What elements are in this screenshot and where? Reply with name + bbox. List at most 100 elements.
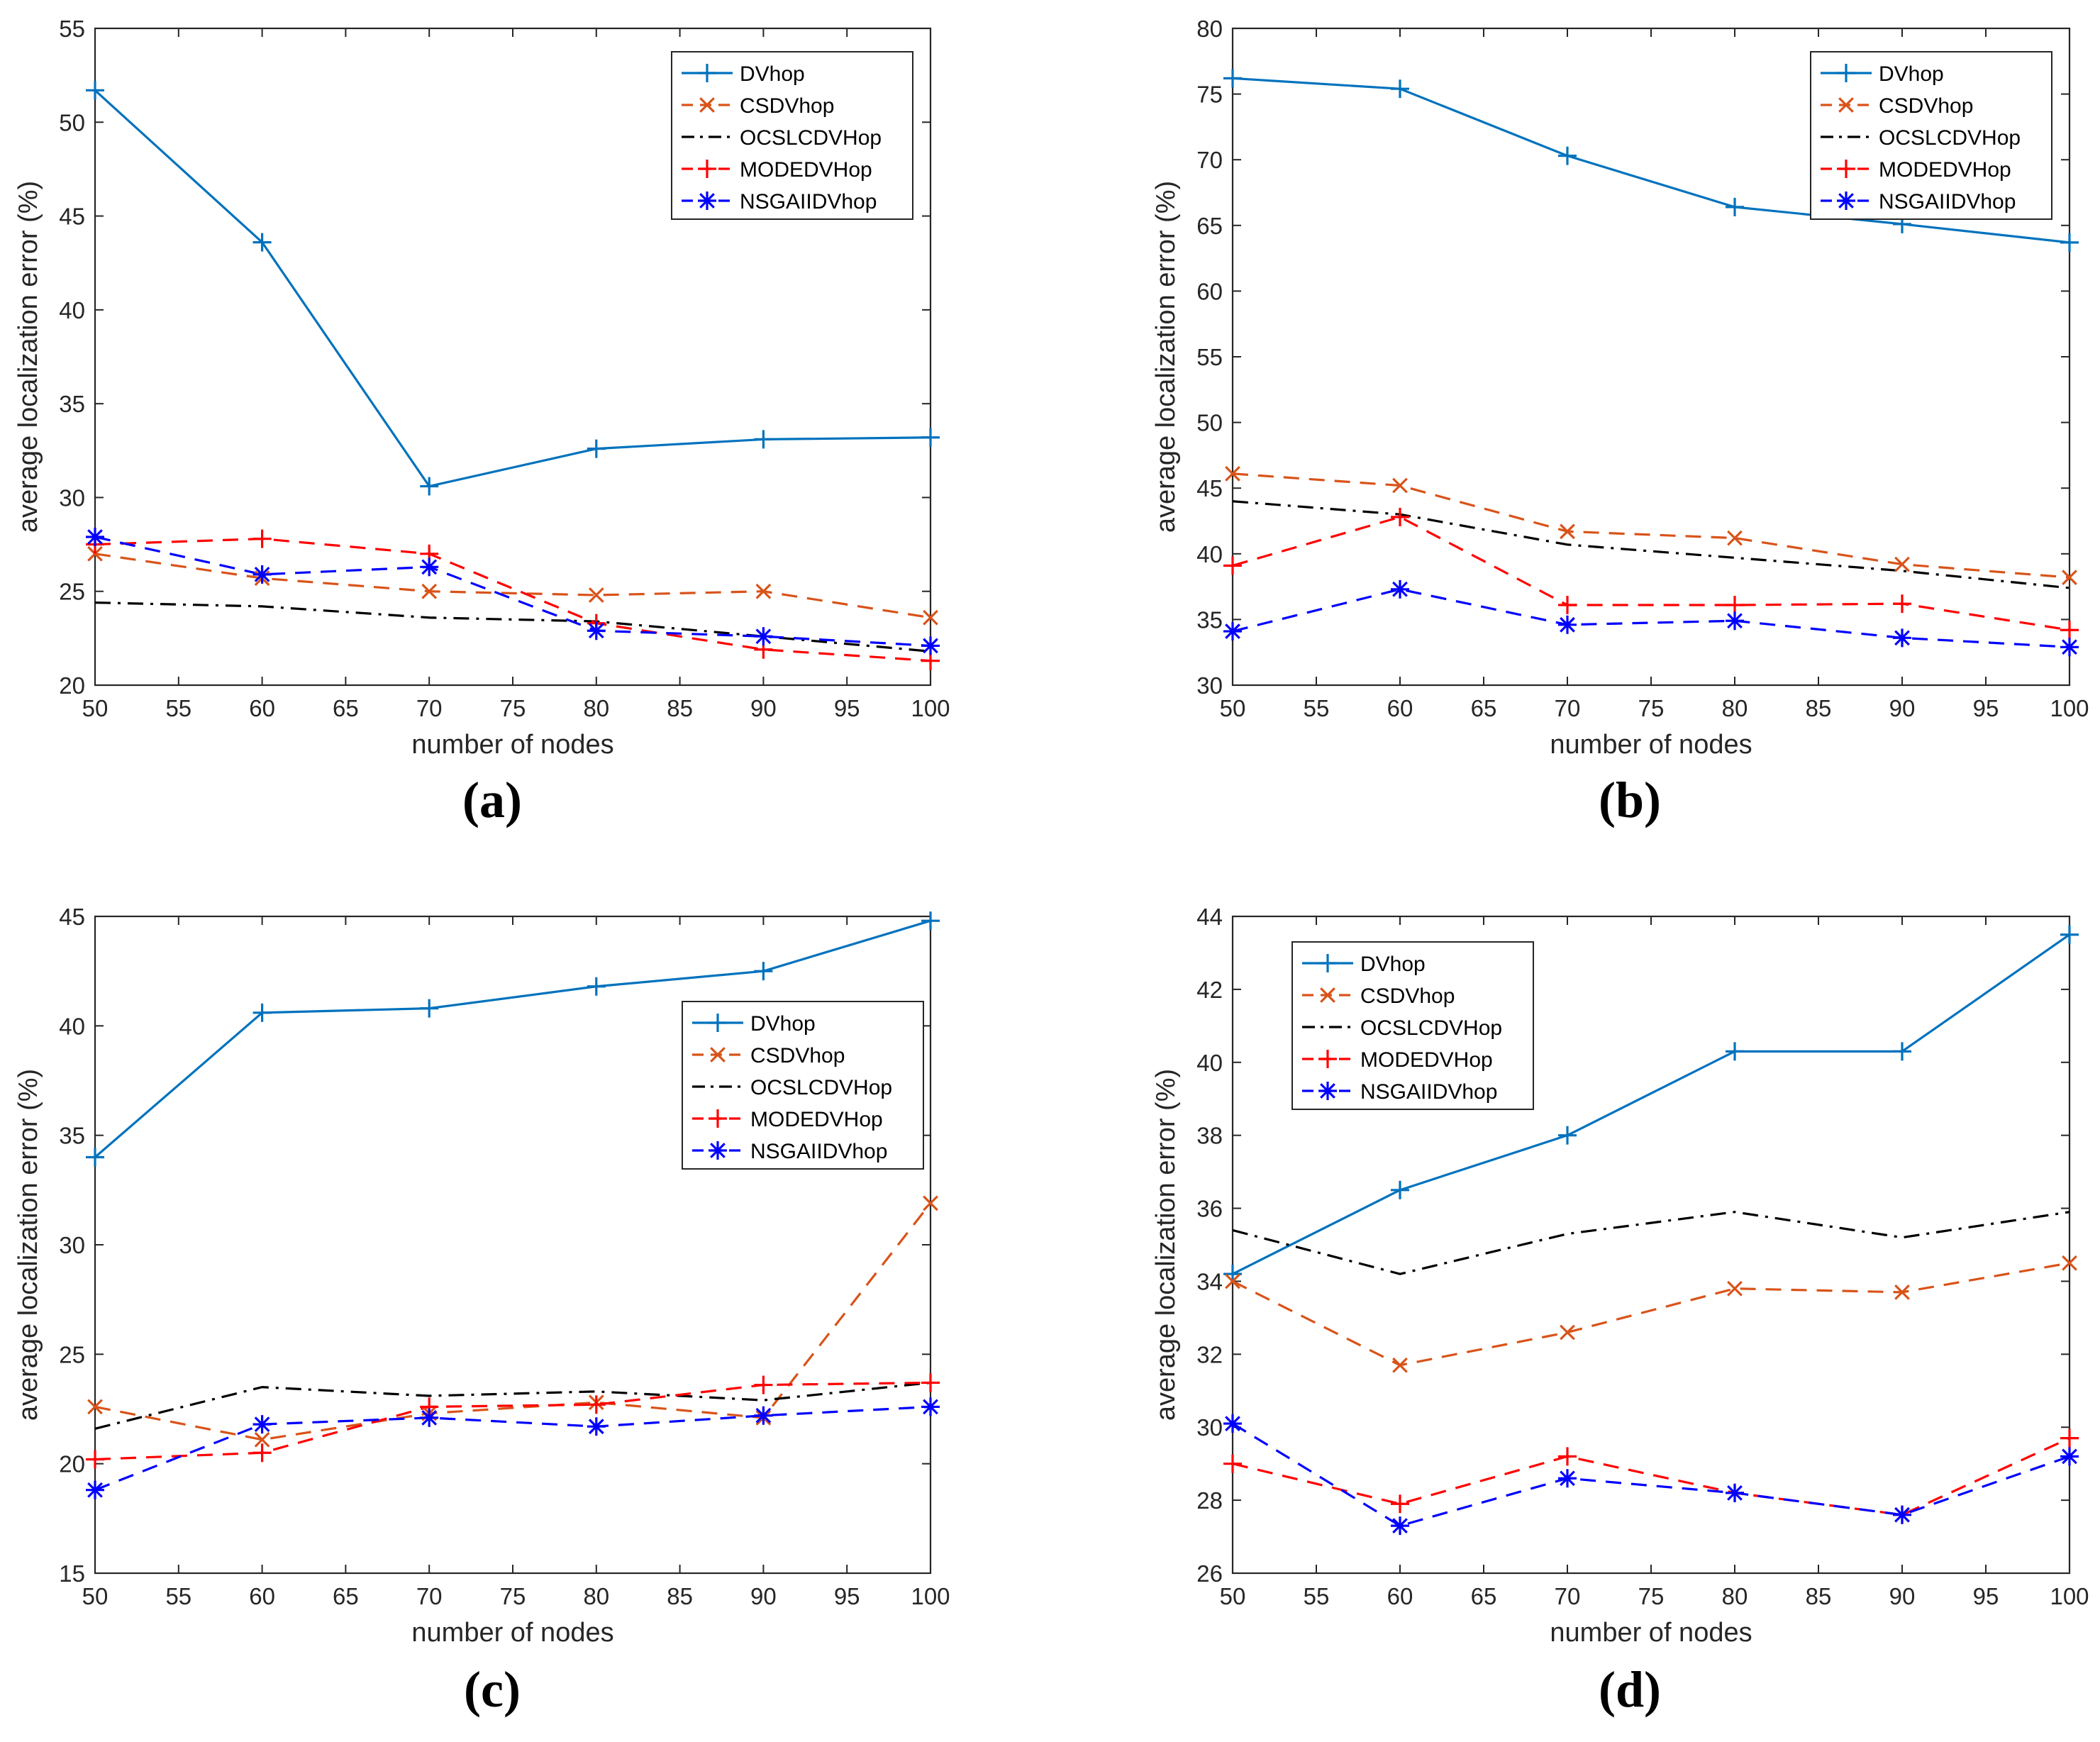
x-tick-label: 95	[1973, 695, 1999, 721]
y-tick-label: 30	[1196, 672, 1223, 699]
legend-entry-dvhop: DVhop	[750, 1012, 816, 1036]
x-tick-label: 90	[750, 1583, 777, 1609]
series-line-modedvhop	[1233, 1437, 2070, 1516]
data-point-dvhop	[1726, 1042, 1744, 1061]
series-line-dvhop	[95, 89, 930, 488]
x-tick-label: 65	[1471, 1583, 1497, 1609]
y-tick-label: 55	[59, 16, 85, 42]
x-tick-label: 85	[667, 1583, 693, 1609]
data-point-nsgaiidvhop	[1391, 579, 1409, 599]
y-tick-label: 30	[59, 1232, 85, 1258]
y-tick-label: 35	[1196, 606, 1223, 633]
data-point-nsgaiidvhop	[252, 565, 272, 584]
y-tick-label: 15	[59, 1560, 85, 1587]
data-point-nsgaiidvhop	[587, 1417, 606, 1436]
data-point-csdvhop	[421, 583, 438, 599]
y-tick-label: 40	[59, 1013, 85, 1039]
legend-marker-csdvhop-d2	[1320, 987, 1335, 1003]
y-tick-label: 30	[1196, 1414, 1223, 1441]
data-point-nsgaiidvhop-d2	[254, 1416, 270, 1432]
data-point-dvhop	[1726, 197, 1744, 216]
series-line-dvhop	[95, 919, 930, 1158]
x-tick-label: 70	[1555, 695, 1581, 721]
y-tick-label: 40	[59, 297, 85, 323]
x-tick-label: 95	[834, 1583, 860, 1609]
x-axis-label: number of nodes	[411, 1618, 613, 1648]
legend-entry-dvhop: DVhop	[1879, 62, 1944, 86]
series-line-ocslcdvhop	[1233, 1211, 2070, 1275]
legend-marker-nsgaiidvhop	[1837, 192, 1855, 210]
y-tick-label: 32	[1196, 1341, 1223, 1367]
data-point-nsgaiidvhop	[587, 621, 606, 640]
data-point-dvhop	[252, 233, 272, 252]
legend-entry-modedvhop: MODEDVHop	[750, 1108, 883, 1131]
legend-marker-modedvhop	[698, 160, 716, 178]
legend-box	[682, 1001, 924, 1170]
data-point-nsgaiidvhop-d2	[87, 529, 103, 545]
data-point-dvhop	[1558, 1126, 1577, 1145]
series-line-modedvhop	[1233, 516, 2070, 631]
x-tick-label: 80	[583, 1583, 609, 1609]
series-line-ocslcdvhop	[1233, 500, 2070, 589]
x-tick-label: 50	[1220, 695, 1246, 721]
data-point-nsgaiidvhop	[420, 1408, 439, 1427]
legend-entry-nsgaiidvhop: NSGAIIDVhop	[1879, 190, 2016, 213]
data-point-csdvhop-d2	[588, 587, 604, 603]
legend: DVhop CSDVhop OCSLCDVHop MODEDVHop NSGAIIDVh…	[671, 51, 913, 220]
data-point-csdvhop-d2	[1727, 530, 1743, 546]
data-point-csdvhop	[2062, 1255, 2077, 1271]
data-point-csdvhop	[1894, 1284, 1910, 1300]
series-layer	[1233, 933, 2070, 1527]
legend-marker-modedvhop	[1837, 160, 1855, 178]
data-point-nsgaiidvhop-d2	[923, 638, 938, 654]
x-tick-label: 75	[1638, 695, 1665, 721]
y-tick-label: 25	[59, 579, 85, 605]
data-point-dvhop	[921, 911, 940, 931]
x-tick-label: 80	[1722, 695, 1748, 721]
legend-entry-ocslcdvhop: OCSLCDVHop	[750, 1076, 892, 1099]
y-axis-label: average localization error (%)	[1151, 1069, 1181, 1421]
series-line-nsgaiidvhop	[95, 536, 930, 648]
series-layer	[95, 919, 930, 1492]
data-point-nsgaiidvhop	[252, 1415, 272, 1434]
x-tick-label: 50	[82, 1583, 109, 1609]
data-point-csdvhop-d2	[1894, 1284, 1910, 1300]
x-tick-label: 85	[1806, 695, 1832, 721]
data-point-csdvhop-d2	[1392, 1357, 1408, 1373]
chart-panel-a: 50 55 60 65 70 75 80 85 90 95 100 20 25 30 35 40 45 50 55 n…	[13, 16, 950, 828]
data-point-csdvhop	[588, 587, 604, 603]
legend-marker-nsgaiidvhop-d2	[710, 1143, 726, 1158]
x-tick-label: 50	[1220, 1583, 1246, 1609]
series-layer	[95, 89, 930, 662]
x-tick-label: 55	[1304, 695, 1330, 721]
data-point-nsgaiidvhop-d2	[1894, 630, 1910, 646]
x-tick-label: 100	[911, 1583, 950, 1609]
data-point-nsgaiidvhop-d2	[755, 1407, 772, 1424]
legend-marker-nsgaiidvhop	[709, 1141, 727, 1160]
y-tick-label: 60	[1196, 278, 1223, 304]
y-tick-label: 35	[59, 391, 85, 417]
data-point-csdvhop-d2	[1560, 1324, 1575, 1341]
panel-caption: (a)	[462, 772, 522, 828]
legend-box	[1810, 51, 2052, 220]
data-point-modedvhop	[587, 1395, 606, 1414]
legend-marker-nsgaiidvhop	[1318, 1082, 1337, 1100]
legend-marker-nsgaiidvhop-d2	[1320, 1083, 1335, 1099]
x-tick-label: 80	[583, 695, 609, 721]
legend-marker-nsgaiidvhop	[698, 192, 716, 210]
data-point-csdvhop	[755, 583, 772, 599]
data-point-modedvhop	[921, 1373, 940, 1392]
data-point-dvhop	[587, 977, 606, 996]
x-tick-label: 75	[500, 1583, 526, 1609]
data-point-csdvhop	[87, 545, 103, 562]
data-point-csdvhop	[1727, 530, 1743, 546]
legend-entry-modedvhop: MODEDVHop	[1360, 1048, 1493, 1072]
x-tick-label: 50	[82, 695, 109, 721]
data-point-csdvhop	[1225, 465, 1240, 482]
legend-entry-nsgaiidvhop: NSGAIIDVhop	[1360, 1080, 1497, 1104]
y-tick-label: 40	[1196, 1050, 1223, 1076]
data-point-csdvhop-d2	[1392, 477, 1408, 494]
data-point-csdvhop	[1727, 1280, 1743, 1297]
series-line-modedvhop	[95, 538, 930, 662]
legend-entry-csdvhop: CSDVhop	[750, 1044, 845, 1067]
